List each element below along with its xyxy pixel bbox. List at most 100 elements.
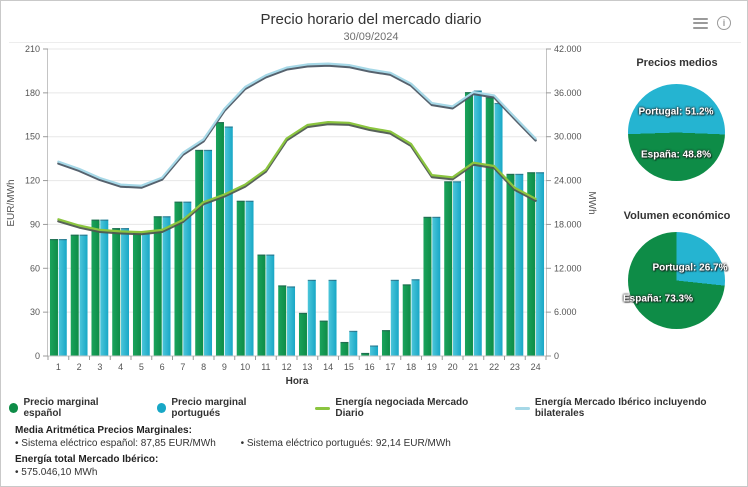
bar-pt-h4[interactable] bbox=[121, 228, 130, 356]
y-axis-right-title: MWh bbox=[586, 191, 597, 214]
bar-pt-h22[interactable] bbox=[494, 102, 503, 357]
svg-text:15: 15 bbox=[344, 362, 354, 372]
legend-label: Energía Mercado Ibérico incluyendo bilat… bbox=[534, 397, 707, 419]
pie2-portugal-label: Portugal: 26.7% bbox=[652, 262, 728, 274]
bar-pt-h13[interactable] bbox=[307, 279, 316, 356]
bar-pt-h23[interactable] bbox=[515, 173, 524, 356]
bar-pt-h12[interactable] bbox=[287, 286, 296, 356]
legend-item-energia-negociada[interactable]: Energía negociada Mercado Diario bbox=[315, 397, 490, 419]
bar-es-h18[interactable] bbox=[402, 284, 411, 356]
bar-es-h2[interactable] bbox=[70, 234, 79, 356]
bar-pt-h21[interactable] bbox=[473, 90, 482, 356]
bar-pt-h17[interactable] bbox=[390, 279, 399, 356]
bar-es-h24[interactable] bbox=[527, 172, 536, 356]
pie-volumen-economico: Portugal: 26.7% España: 73.3% bbox=[623, 232, 728, 329]
bar-es-h22[interactable] bbox=[485, 97, 494, 356]
bar-pt-h18[interactable] bbox=[411, 279, 420, 356]
info-icon[interactable]: i bbox=[717, 16, 731, 30]
bar-pt-h5[interactable] bbox=[141, 231, 150, 356]
svg-text:24.000: 24.000 bbox=[554, 176, 582, 186]
legend-item-mercado-iberico[interactable]: Energía Mercado Ibérico incluyendo bilat… bbox=[514, 397, 747, 419]
bar-pt-h9[interactable] bbox=[224, 126, 233, 356]
bar-es-h19[interactable] bbox=[423, 216, 432, 356]
bar-pt-h11[interactable] bbox=[266, 254, 275, 356]
bar-pt-h8[interactable] bbox=[204, 149, 213, 356]
bar-es-h3[interactable] bbox=[91, 219, 100, 356]
avg-price-spain: • Sistema eléctrico español: 87,85 EUR/M… bbox=[15, 438, 216, 449]
svg-text:7: 7 bbox=[180, 362, 185, 372]
svg-text:90: 90 bbox=[30, 219, 40, 229]
bar-es-h23[interactable] bbox=[506, 173, 515, 356]
bar-pt-h14[interactable] bbox=[328, 279, 337, 356]
bar-es-h21[interactable] bbox=[464, 92, 473, 356]
header-divider bbox=[9, 42, 741, 43]
bar-es-h8[interactable] bbox=[195, 149, 204, 356]
line-mercado-iberico[interactable] bbox=[57, 62, 537, 187]
bar-pt-h19[interactable] bbox=[432, 216, 441, 356]
cyan-dot-icon bbox=[156, 403, 167, 413]
bar-es-h14[interactable] bbox=[319, 320, 328, 356]
svg-text:22: 22 bbox=[489, 362, 499, 372]
svg-text:24: 24 bbox=[531, 362, 541, 372]
chart-legend: Precio marginal español Precio marginal … bbox=[9, 397, 747, 419]
bar-pt-h3[interactable] bbox=[100, 219, 109, 356]
bar-es-h11[interactable] bbox=[257, 254, 266, 356]
svg-text:9: 9 bbox=[222, 362, 227, 372]
svg-text:5: 5 bbox=[139, 362, 144, 372]
bar-pt-h10[interactable] bbox=[245, 200, 254, 356]
svg-text:210: 210 bbox=[25, 44, 40, 54]
avg-prices-heading: Media Aritmética Precios Marginales: bbox=[15, 425, 192, 436]
svg-text:0: 0 bbox=[35, 351, 40, 361]
bar-pt-h1[interactable] bbox=[58, 239, 67, 356]
bar-pt-h6[interactable] bbox=[162, 216, 171, 356]
report-date: 30/09/2024 bbox=[343, 31, 399, 43]
svg-text:14: 14 bbox=[323, 362, 333, 372]
bar-es-h12[interactable] bbox=[278, 285, 287, 356]
avg-prices-values: • Sistema eléctrico español: 87,85 EUR/M… bbox=[15, 437, 473, 450]
bar-es-h17[interactable] bbox=[381, 330, 390, 356]
svg-text:21: 21 bbox=[468, 362, 478, 372]
bar-es-h9[interactable] bbox=[215, 122, 224, 356]
bar-es-h15[interactable] bbox=[340, 341, 349, 356]
legend-label: Precio marginal español bbox=[23, 397, 99, 419]
bar-es-h4[interactable] bbox=[112, 228, 121, 356]
summary-footer: Media Aritmética Precios Marginales: • S… bbox=[15, 424, 473, 479]
bar-pt-h7[interactable] bbox=[183, 201, 192, 356]
avg-price-portugal: • Sistema eléctrico portugués: 92,14 EUR… bbox=[240, 438, 451, 449]
svg-text:20: 20 bbox=[448, 362, 458, 372]
bar-es-h5[interactable] bbox=[132, 231, 141, 356]
bar-pt-h24[interactable] bbox=[536, 172, 545, 356]
hamburger-menu-icon[interactable] bbox=[693, 17, 708, 29]
bar-pt-h20[interactable] bbox=[453, 181, 462, 356]
svg-text:2: 2 bbox=[77, 362, 82, 372]
pie1-portugal-label: Portugal: 51.2% bbox=[638, 106, 714, 118]
svg-text:180: 180 bbox=[25, 88, 40, 98]
svg-text:10: 10 bbox=[240, 362, 250, 372]
legend-item-precio-portugues[interactable]: Precio marginal portugués bbox=[156, 397, 291, 419]
svg-text:30.000: 30.000 bbox=[554, 132, 582, 142]
bar-es-h6[interactable] bbox=[153, 216, 162, 356]
y-axis-left-title: EUR/MWh bbox=[6, 179, 17, 226]
svg-text:13: 13 bbox=[302, 362, 312, 372]
pie-precios-medios: Portugal: 51.2% España: 48.8% bbox=[628, 84, 725, 181]
legend-label: Precio marginal portugués bbox=[171, 397, 247, 419]
bar-pt-h2[interactable] bbox=[79, 234, 88, 356]
legend-item-precio-espanol[interactable]: Precio marginal español bbox=[9, 397, 133, 419]
x-axis-title: Hora bbox=[286, 376, 309, 387]
total-energy-value: • 575.046,10 MWh bbox=[15, 467, 98, 478]
bar-es-h13[interactable] bbox=[298, 312, 307, 356]
svg-text:150: 150 bbox=[25, 132, 40, 142]
bar-es-h10[interactable] bbox=[236, 200, 245, 356]
bar-es-h1[interactable] bbox=[49, 239, 58, 356]
blue-line-icon bbox=[514, 406, 530, 410]
line-energia-negociada[interactable] bbox=[57, 121, 537, 234]
bar-pt-h16[interactable] bbox=[370, 345, 379, 356]
pie1-espana-label: España: 48.8% bbox=[640, 149, 712, 161]
bar-es-h7[interactable] bbox=[174, 201, 183, 356]
svg-text:6.000: 6.000 bbox=[554, 307, 577, 317]
bar-es-h20[interactable] bbox=[444, 181, 453, 356]
svg-text:4: 4 bbox=[118, 362, 123, 372]
bar-es-h16[interactable] bbox=[361, 352, 370, 356]
bar-pt-h15[interactable] bbox=[349, 330, 358, 356]
